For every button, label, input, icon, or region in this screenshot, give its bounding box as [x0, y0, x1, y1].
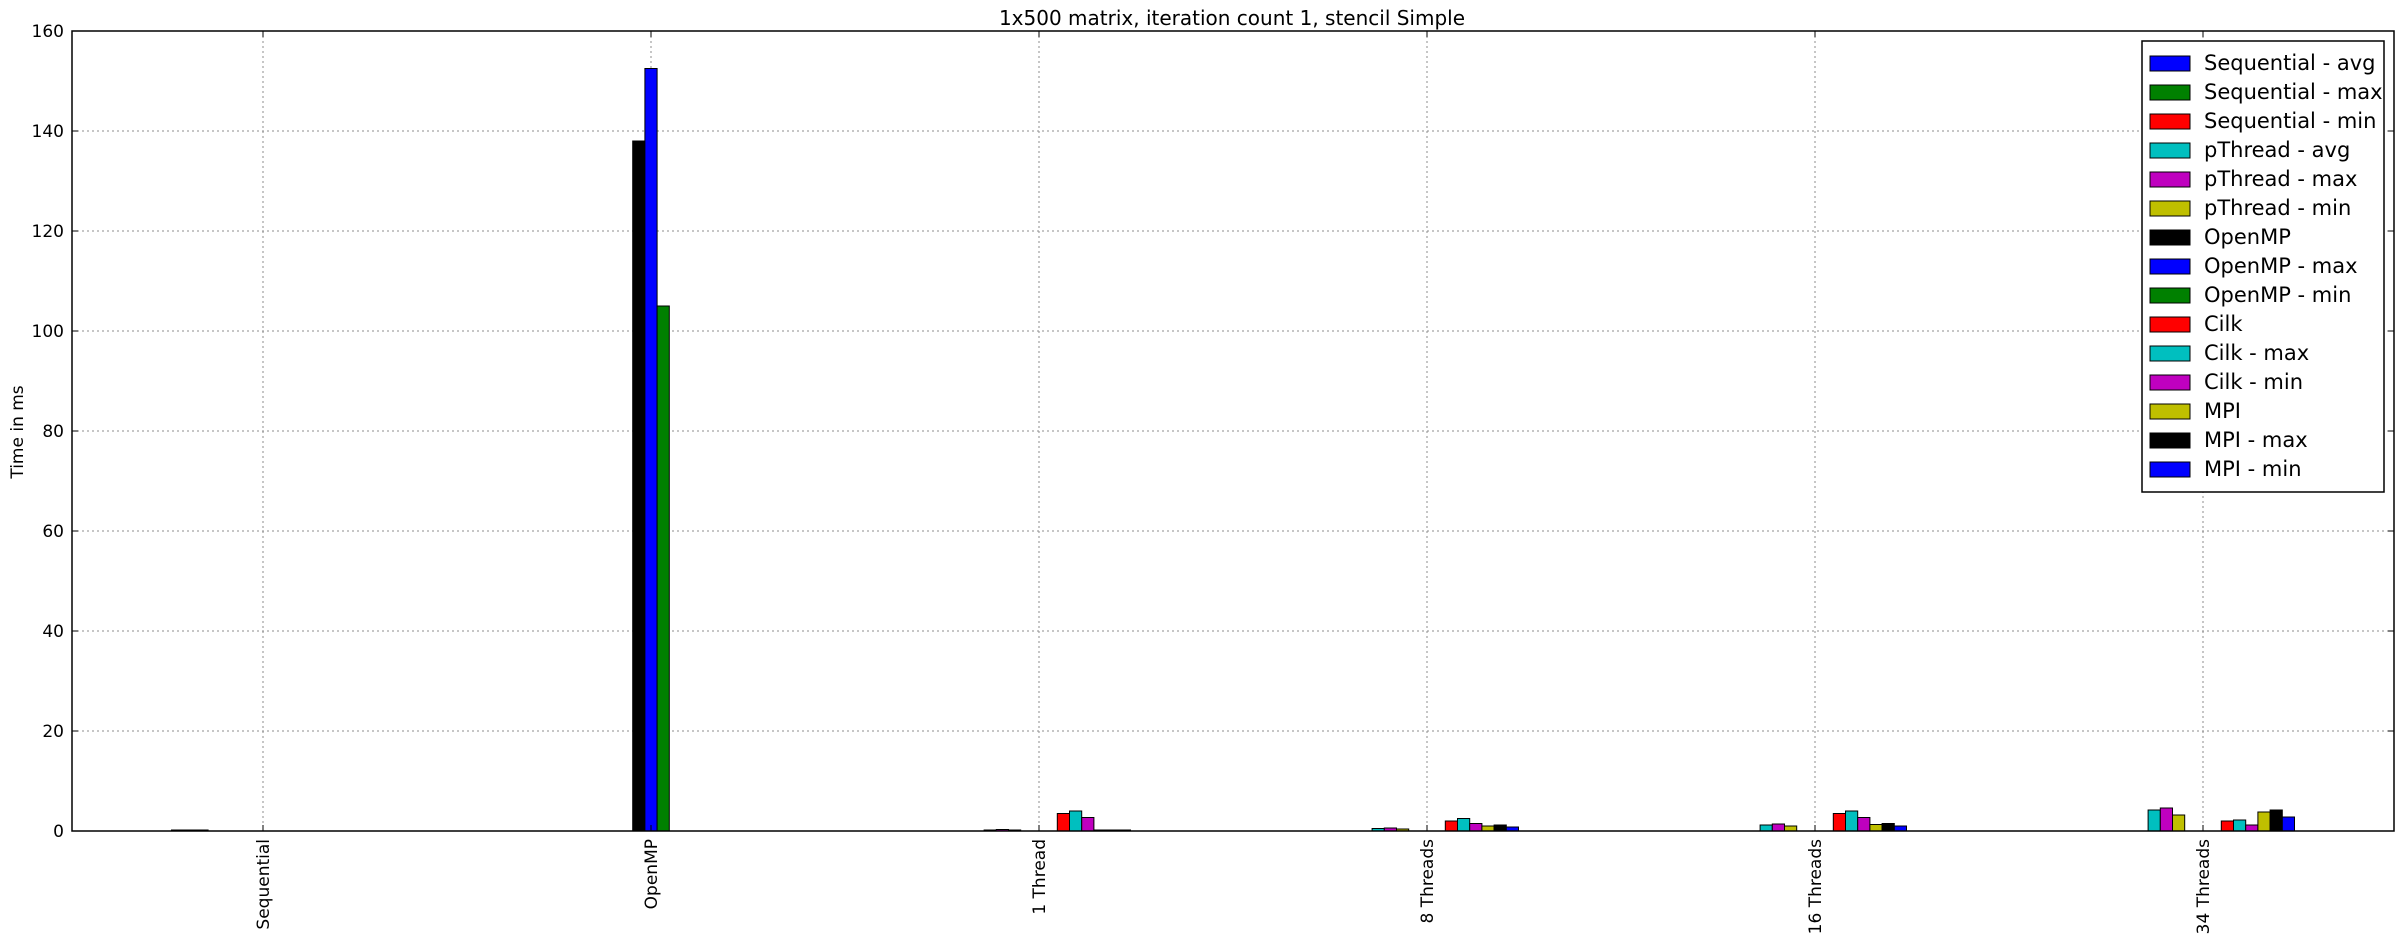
bar — [2281, 816, 2296, 832]
legend-swatch — [2149, 461, 2191, 478]
x-tick-label: 16 Threads — [1806, 839, 1826, 934]
legend-swatch — [2149, 229, 2191, 246]
legend-swatch — [2149, 432, 2191, 449]
bar — [2269, 809, 2283, 832]
bar — [2257, 811, 2271, 832]
legend-label: Sequential - min — [2204, 109, 2376, 133]
x-tick-label: 8 Threads — [1418, 839, 1438, 924]
y-tick-label: 140 — [32, 122, 64, 142]
legend-swatch — [2149, 258, 2191, 275]
x-tick-label: Sequential — [254, 839, 274, 930]
legend-swatch — [2149, 403, 2191, 420]
y-tick-label: 60 — [42, 522, 64, 542]
bar — [2147, 809, 2161, 832]
legend-label: MPI — [2204, 399, 2241, 423]
bar — [1069, 810, 1083, 832]
legend: Sequential - avg Sequential - max Sequenti… — [2141, 40, 2385, 493]
legend-label: OpenMP - max — [2204, 254, 2358, 278]
y-axis-label: Time in ms — [8, 385, 28, 479]
bar — [1857, 817, 1871, 832]
bar — [1869, 824, 1883, 832]
legend-label: pThread - max — [2204, 167, 2357, 191]
y-tick-label: 0 — [53, 822, 64, 842]
grid-lines — [72, 31, 2394, 831]
bar — [1056, 813, 1071, 832]
legend-swatch — [2149, 374, 2191, 391]
x-tick-label: 34 Threads — [2194, 839, 2214, 934]
bar — [1493, 824, 1507, 832]
bar — [1444, 820, 1459, 832]
bar — [1845, 810, 1859, 832]
legend-swatch — [2149, 113, 2191, 130]
bar — [632, 140, 646, 832]
legend-label: Cilk — [2204, 312, 2243, 336]
bar — [1081, 817, 1095, 832]
y-tick-label: 100 — [32, 322, 64, 342]
y-tick-label: 80 — [42, 422, 64, 442]
y-tick-label: 160 — [32, 22, 64, 42]
bar — [2172, 814, 2186, 832]
legend-swatch — [2149, 345, 2191, 362]
x-tick-label: OpenMP — [642, 839, 662, 909]
axis-ticks: 0 20 40 60 80 100 120 140 160 Sequential OpenMP 1 T… — [32, 22, 2394, 934]
legend-swatch — [2149, 55, 2191, 72]
bar — [1881, 823, 1895, 832]
legend-swatch — [2149, 171, 2191, 188]
x-tick-label: 1 Thread — [1030, 839, 1050, 915]
legend-label: pThread - min — [2204, 196, 2351, 220]
bar — [2159, 807, 2174, 832]
legend-label: OpenMP — [2204, 225, 2291, 249]
bar — [2233, 819, 2247, 832]
legend-label: Cilk - min — [2204, 370, 2303, 394]
chart-title: 1x500 matrix, iteration count 1, stencil… — [999, 6, 1465, 30]
legend-label: MPI - max — [2204, 428, 2308, 452]
legend-label: Sequential - avg — [2204, 51, 2375, 75]
bar — [656, 305, 670, 832]
legend-swatch — [2149, 142, 2191, 159]
legend-swatch — [2149, 200, 2191, 217]
bars — [171, 68, 2296, 832]
legend-label: pThread - avg — [2204, 138, 2350, 162]
bar — [644, 68, 658, 832]
legend-label: Sequential - max — [2204, 80, 2383, 104]
legend-label: OpenMP - min — [2204, 283, 2351, 307]
bar — [1771, 823, 1786, 832]
bar — [1759, 824, 1773, 832]
bar — [2220, 820, 2235, 832]
bar — [1457, 818, 1471, 832]
bar — [1832, 813, 1847, 832]
legend-swatch — [2149, 84, 2191, 101]
bar — [1469, 823, 1483, 832]
legend-swatch — [2149, 316, 2191, 333]
legend-label: Cilk - max — [2204, 341, 2309, 365]
y-tick-label: 20 — [42, 722, 64, 742]
legend-swatch — [2149, 287, 2191, 304]
legend-label: MPI - min — [2204, 457, 2302, 481]
y-tick-label: 120 — [32, 222, 64, 242]
bar — [2245, 824, 2259, 832]
y-tick-label: 40 — [42, 622, 64, 642]
